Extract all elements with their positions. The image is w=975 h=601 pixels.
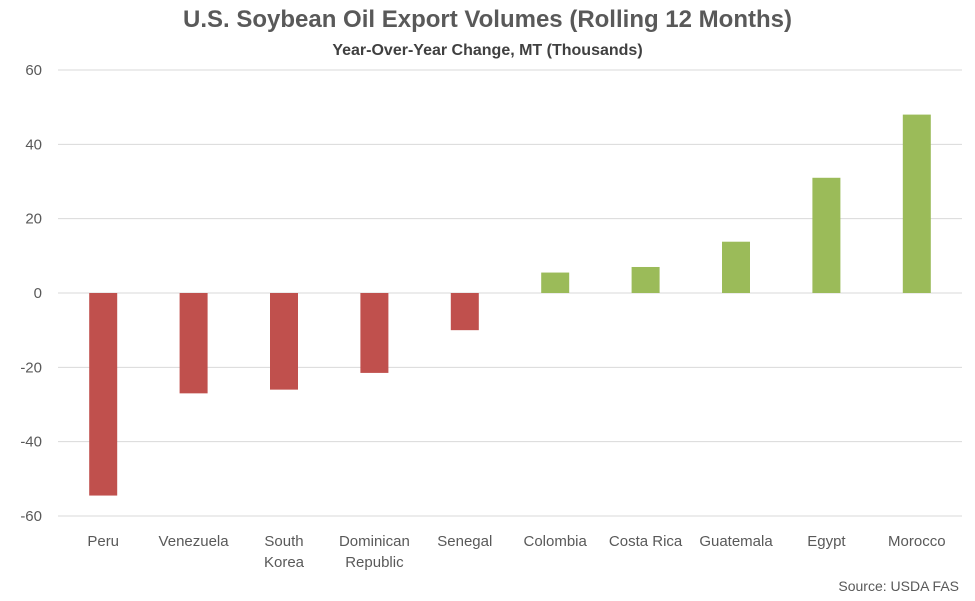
bar (179, 293, 208, 394)
bar (722, 241, 750, 293)
x-tick-label: Morocco (888, 533, 946, 550)
y-tick-label: 0 (34, 285, 42, 302)
y-tick-label: -60 (20, 508, 42, 525)
bar (812, 177, 841, 293)
bar (270, 293, 298, 390)
source-note: Source: USDA FAS (838, 578, 959, 594)
x-tick-label: Colombia (524, 533, 588, 550)
x-tick-label: Senegal (437, 533, 492, 550)
y-tick-label: -20 (20, 359, 42, 376)
x-tick-label: Guatemala (699, 533, 773, 550)
chart-title: U.S. Soybean Oil Export Volumes (Rolling… (183, 6, 792, 33)
bar (631, 266, 660, 293)
x-tick-label: Dominican Republic (339, 533, 410, 571)
y-tick-label: 40 (25, 136, 42, 153)
bar (450, 293, 479, 331)
x-tick-label: Costa Rica (609, 533, 683, 550)
bar (360, 293, 389, 373)
x-tick-label: Peru (87, 533, 119, 550)
x-tick-label: Venezuela (159, 533, 230, 550)
x-tick-label: South Korea (264, 533, 305, 571)
chart-subtitle: Year-Over-Year Change, MT (Thousands) (332, 42, 643, 59)
bar (541, 272, 570, 293)
bar (902, 114, 931, 293)
bar (89, 293, 118, 496)
y-tick-label: -40 (20, 434, 42, 451)
y-tick-label: 20 (25, 211, 42, 228)
y-tick-label: 60 (25, 62, 42, 79)
x-tick-label: Egypt (807, 533, 846, 550)
